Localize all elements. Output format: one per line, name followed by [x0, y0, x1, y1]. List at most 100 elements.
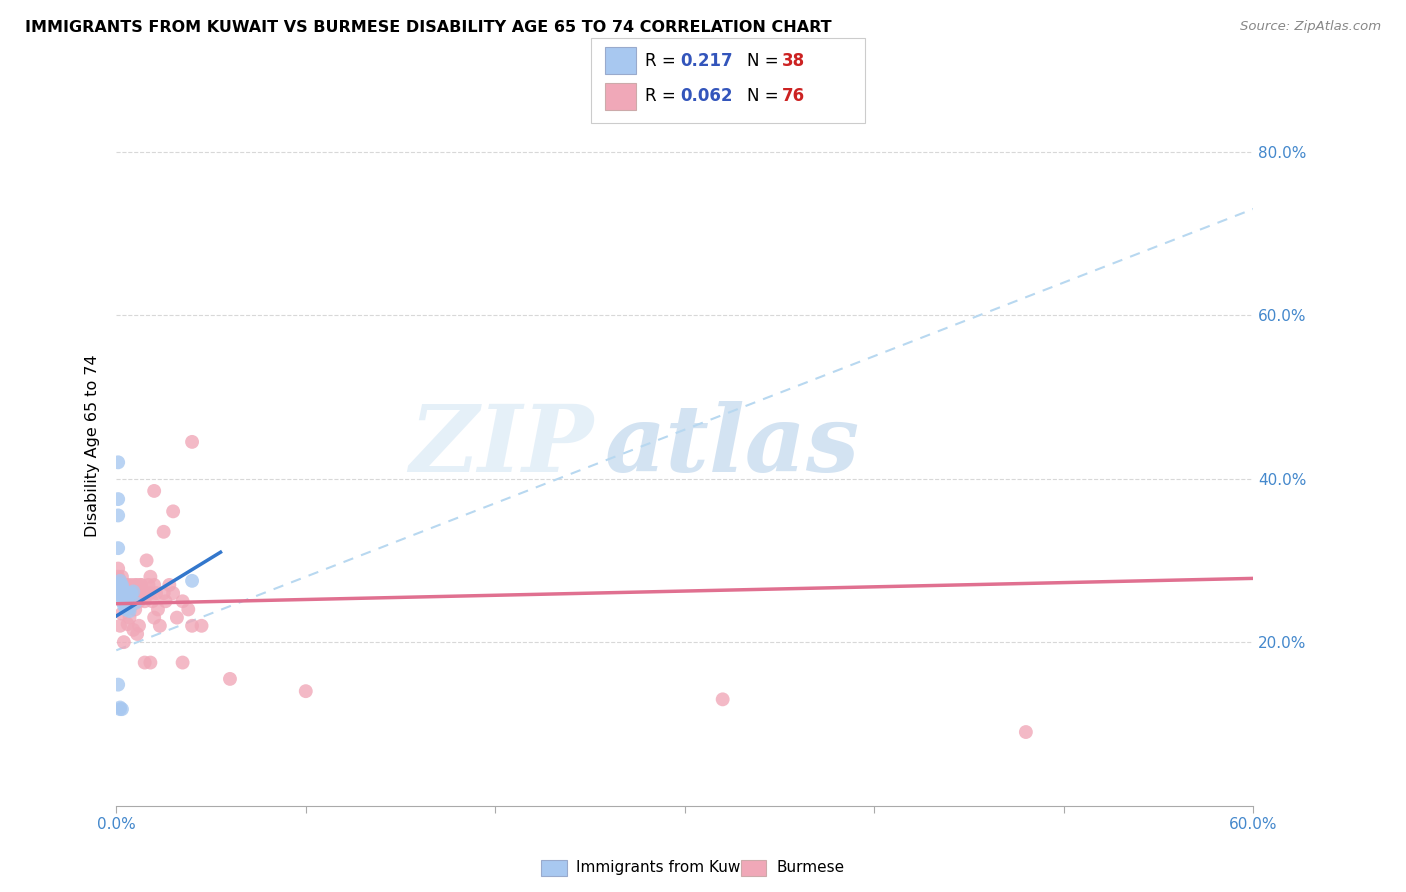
Point	[107, 578, 129, 592]
Point	[190, 619, 212, 633]
Point	[128, 586, 150, 600]
Point	[124, 596, 146, 610]
Point	[181, 574, 204, 588]
Point	[118, 594, 141, 608]
Point	[108, 574, 131, 588]
Point	[107, 455, 129, 469]
Point	[134, 586, 156, 600]
Point	[111, 590, 134, 604]
Point	[146, 602, 169, 616]
Point	[219, 672, 242, 686]
Point	[111, 607, 134, 621]
Point	[111, 582, 134, 596]
Text: 38: 38	[782, 52, 804, 70]
Text: Immigrants from Kuwait: Immigrants from Kuwait	[576, 861, 761, 875]
Point	[118, 610, 141, 624]
Point	[108, 584, 131, 599]
Point	[120, 588, 142, 602]
Point	[294, 684, 316, 698]
Point	[181, 619, 204, 633]
Point	[111, 584, 134, 599]
Text: IMMIGRANTS FROM KUWAIT VS BURMESE DISABILITY AGE 65 TO 74 CORRELATION CHART: IMMIGRANTS FROM KUWAIT VS BURMESE DISABI…	[25, 20, 832, 35]
Point	[138, 578, 160, 592]
Point	[112, 586, 135, 600]
Point	[124, 602, 146, 616]
Point	[114, 578, 136, 592]
Point	[143, 483, 166, 498]
Point	[108, 586, 131, 600]
Point	[108, 578, 131, 592]
Point	[129, 578, 152, 592]
Point	[111, 586, 134, 600]
Text: N =: N =	[747, 52, 783, 70]
Point	[141, 594, 163, 608]
Point	[120, 599, 142, 613]
Point	[111, 570, 134, 584]
Point	[114, 594, 136, 608]
Point	[111, 578, 134, 592]
Point	[107, 570, 129, 584]
Point	[108, 580, 131, 594]
Point	[114, 602, 136, 616]
Point	[135, 553, 157, 567]
Point	[117, 578, 139, 592]
Text: R =: R =	[645, 87, 682, 105]
Point	[143, 610, 166, 624]
Point	[157, 578, 180, 592]
Point	[111, 702, 134, 716]
Text: ZIP: ZIP	[409, 401, 593, 491]
Point	[112, 599, 135, 613]
Point	[108, 574, 131, 588]
Point	[117, 586, 139, 600]
Point	[107, 508, 129, 523]
Y-axis label: Disability Age 65 to 74: Disability Age 65 to 74	[86, 355, 100, 537]
Point	[134, 656, 156, 670]
Point	[108, 578, 131, 592]
Point	[145, 586, 167, 600]
Point	[111, 580, 134, 594]
Point	[1015, 725, 1038, 739]
Point	[107, 492, 129, 507]
Point	[111, 578, 134, 592]
Point	[122, 594, 145, 608]
Point	[117, 599, 139, 614]
Text: N =: N =	[747, 87, 783, 105]
Point	[117, 617, 139, 632]
Point	[122, 584, 145, 599]
Point	[107, 561, 129, 575]
Point	[122, 623, 145, 637]
Point	[117, 586, 139, 600]
Point	[120, 586, 142, 600]
Point	[114, 599, 136, 613]
Point	[122, 586, 145, 600]
Point	[117, 590, 139, 604]
Point	[143, 578, 166, 592]
Point	[120, 578, 142, 592]
Point	[129, 578, 152, 592]
Point	[172, 594, 194, 608]
Point	[112, 635, 135, 649]
Point	[135, 586, 157, 600]
Point	[127, 578, 149, 592]
Point	[107, 541, 129, 556]
Point	[114, 592, 136, 607]
Point	[155, 594, 177, 608]
Point	[128, 594, 150, 608]
Point	[139, 570, 162, 584]
Point	[132, 586, 155, 600]
Point	[177, 602, 200, 616]
Point	[162, 504, 184, 518]
Point	[107, 576, 129, 591]
Point	[149, 619, 172, 633]
Point	[181, 434, 204, 449]
Point	[128, 619, 150, 633]
Point	[112, 582, 135, 596]
Text: R =: R =	[645, 52, 682, 70]
Point	[127, 586, 149, 600]
Point	[114, 594, 136, 608]
Point	[711, 692, 734, 706]
Point	[111, 578, 134, 592]
Point	[124, 586, 146, 600]
Point	[108, 619, 131, 633]
Text: 76: 76	[782, 87, 804, 105]
